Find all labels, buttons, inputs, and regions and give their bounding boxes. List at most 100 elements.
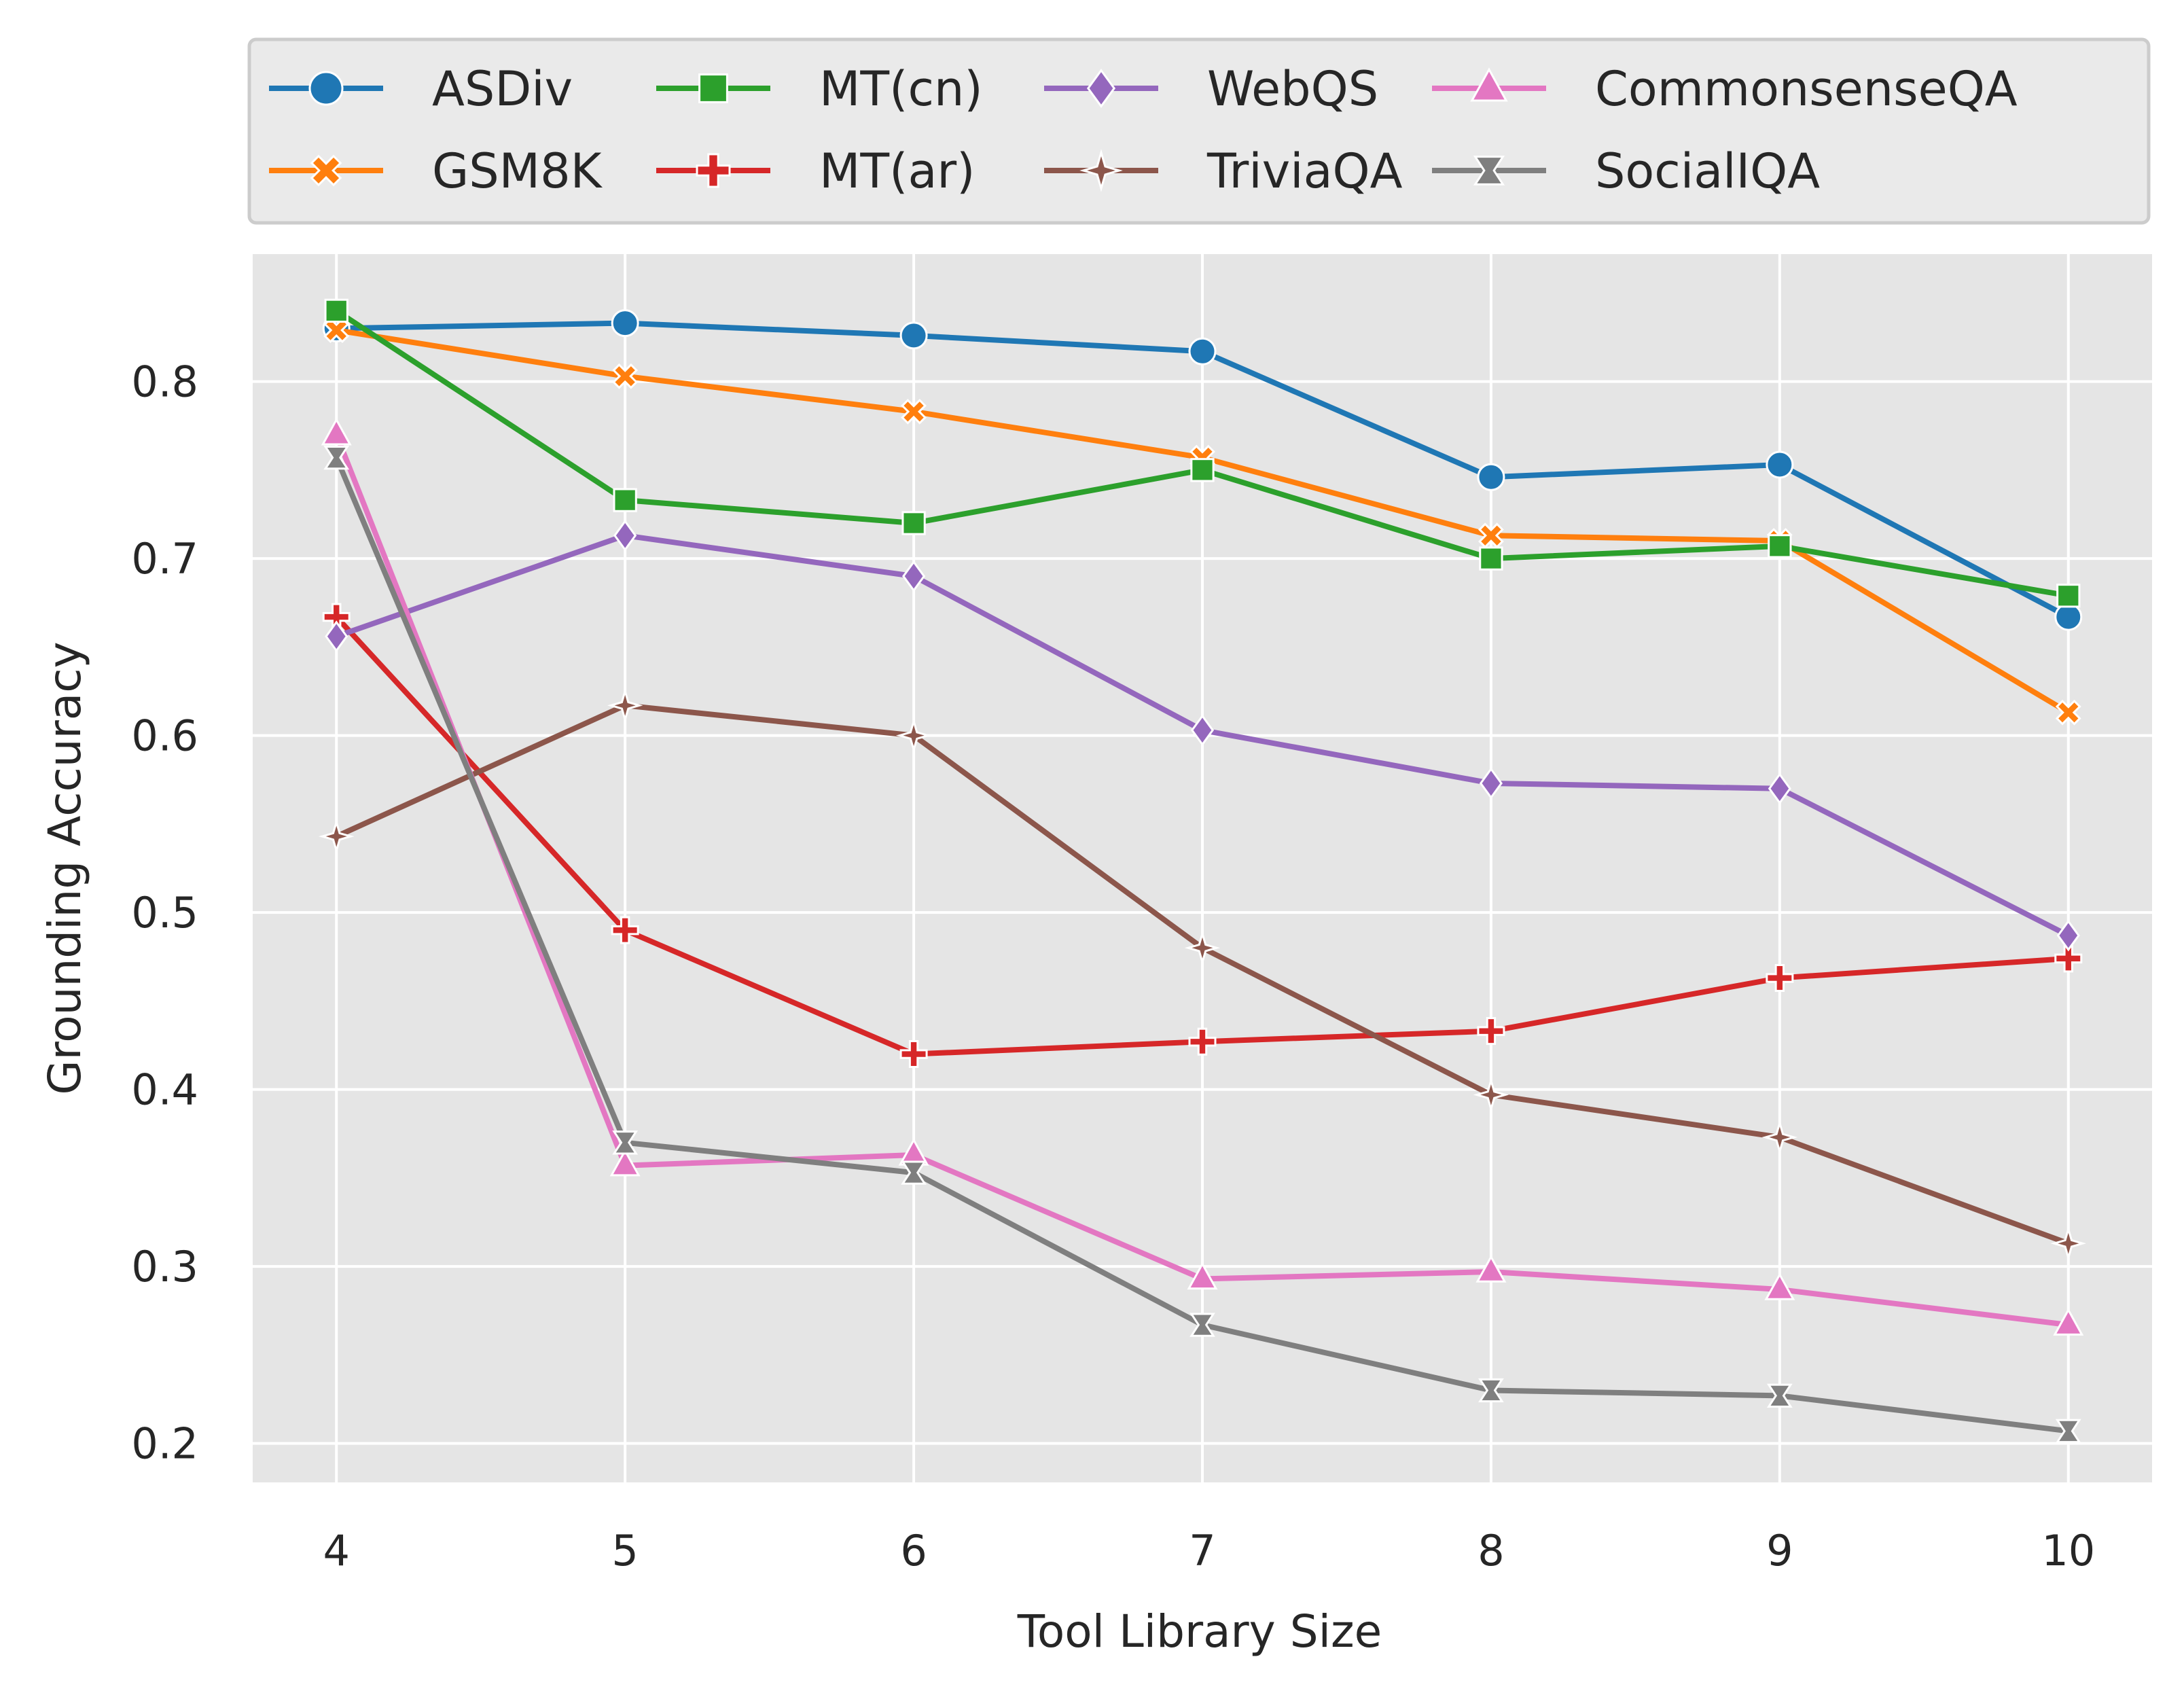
data-point [611,309,639,338]
data-point [324,298,348,323]
data-point [1475,1255,1507,1283]
y-tick-label: 0.8 [131,357,198,407]
legend-label: SocialIQA [1595,143,1820,199]
series-mt-cn- [324,298,2081,608]
data-point [901,398,927,425]
legend: ASDiv GSM8K MT(cn) MT(ar) WebQS TriviaQA Commo… [247,37,2151,225]
legend-marker [1079,149,1123,192]
data-point [1189,1313,1215,1337]
data-point [1766,964,1794,993]
data-point [1187,1262,1218,1290]
legend-marker [308,71,344,106]
legend-marker [696,153,731,188]
x-tick-label: 4 [323,1526,350,1575]
y-axis-title: Grounding Accuracy [39,641,91,1094]
data-point [2055,1419,2081,1444]
legend-item: MT(cn) [656,61,983,117]
data-point [1761,1119,1798,1156]
data-point [2056,919,2080,952]
data-point [1478,1378,1504,1403]
data-point [1764,1272,1795,1300]
legend-marker [1086,69,1116,108]
y-tick-label: 0.5 [131,888,198,938]
data-point [1768,772,1791,805]
data-point [1479,767,1503,800]
series-asdiv [322,309,2083,631]
data-point [2055,699,2081,726]
legend-item: GSM8K [269,143,603,199]
data-point [613,488,637,512]
data-point [895,717,932,753]
x-axis-title: Tool Library Size [1017,1605,1382,1658]
data-point [2054,603,2083,631]
x-tick-label: 6 [900,1526,927,1575]
data-point [1477,1017,1505,1046]
data-point [1766,1383,1793,1408]
data-point [321,417,352,446]
data-point [1190,714,1215,747]
legend-marker [310,154,342,187]
y-axis: 0.2 0.3 0.4 0.5 0.6 0.7 0.8 [131,357,198,1469]
data-point [607,688,643,724]
series-layer [318,298,2087,1444]
data-point [1188,1027,1217,1056]
data-point [1190,458,1215,482]
data-point [1184,929,1221,966]
data-point [323,445,350,470]
legend-item: SocialIQA [1432,143,1820,199]
legend-label: MT(ar) [819,143,975,199]
legend-marker [698,73,728,103]
data-point [1473,1077,1509,1113]
legend-item: ASDiv [269,61,573,117]
data-point [612,363,639,389]
data-point [2053,1308,2084,1336]
legend-marker [1470,67,1508,102]
data-point [611,916,639,944]
data-point [613,519,637,552]
series-webqs [325,519,2080,952]
legend-item: CommonsenseQA [1432,61,2018,117]
data-point [901,511,926,535]
data-point [1768,534,1792,558]
legend-label: CommonsenseQA [1595,61,2018,117]
data-point [318,818,355,855]
data-point [2054,944,2083,973]
legend-marker [1473,156,1505,185]
legend-label: GSM8K [432,143,603,199]
legend-item: TriviaQA [1044,143,1403,199]
data-point [899,321,928,350]
data-point [609,1148,641,1177]
data-point [902,560,926,592]
legend-label: WebQS [1207,61,1378,117]
y-tick-label: 0.4 [131,1065,198,1115]
x-tick-label: 10 [2041,1526,2095,1575]
data-point [901,1160,927,1185]
y-tick-label: 0.3 [131,1242,198,1291]
data-point [325,620,348,653]
legend-label: ASDiv [432,61,573,117]
legend-item: MT(ar) [656,143,975,199]
legend-label: TriviaQA [1206,143,1403,199]
data-point [1188,337,1217,366]
x-tick-label: 9 [1766,1526,1793,1575]
y-tick-label: 0.6 [131,711,198,761]
x-tick-label: 5 [611,1526,638,1575]
y-tick-label: 0.7 [131,534,198,584]
data-point [899,1040,928,1069]
legend-item: WebQS [1044,61,1378,117]
data-point [2056,584,2081,608]
series-triviaqa [318,688,2087,1262]
data-point [2050,1226,2087,1262]
x-axis: 4 5 6 7 8 9 10 [323,1526,2096,1575]
y-tick-label: 0.2 [131,1419,198,1469]
x-tick-label: 7 [1189,1526,1215,1575]
series-commonsenseqa [321,417,2084,1336]
x-tick-label: 8 [1478,1526,1504,1575]
data-point [1477,463,1505,491]
data-point [1766,450,1794,479]
data-point [612,1130,639,1155]
data-point [1479,546,1503,571]
series-socialiqa [323,445,2081,1444]
legend-label: MT(cn) [819,61,983,117]
